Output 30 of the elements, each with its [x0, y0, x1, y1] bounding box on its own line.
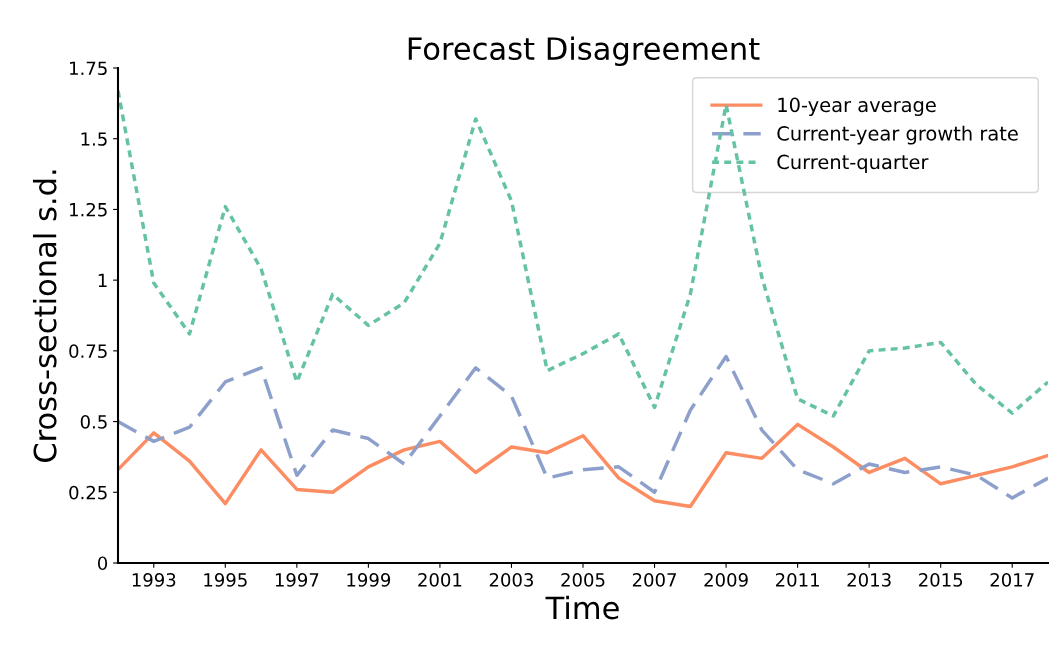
x-tick-label: 2005: [561, 573, 605, 587]
y-tick-label: 0.75: [69, 344, 107, 358]
x-tick-label: 2003: [489, 573, 533, 587]
y-tick-label: 1.75: [70, 61, 107, 76]
x-tick-label: 1997: [275, 573, 319, 587]
x-tick-label: 2017: [990, 573, 1034, 587]
y-axis-title: Cross-sectional s.d.: [32, 170, 57, 463]
chart-title: Forecast Disagreement: [408, 36, 760, 67]
line-series: [118, 88, 1048, 418]
x-tick-label: 2007: [632, 573, 676, 587]
y-tick-label: 0: [97, 556, 108, 571]
y-tick-label: 1.5: [81, 132, 107, 146]
line-series: [118, 354, 1048, 500]
x-tick-label: 2015: [919, 573, 963, 587]
y-tick-label: 1: [98, 273, 107, 287]
x-tick-label: 2001: [418, 573, 462, 587]
y-tick-label: 1.25: [70, 202, 107, 217]
x-tick-label: 2011: [775, 573, 819, 587]
x-tick-label: 1995: [204, 573, 247, 587]
legend-label: Current-quarter: [777, 154, 929, 174]
legend-label: Current-year growth rate: [777, 125, 1018, 145]
x-tick-label: 2009: [704, 573, 748, 587]
x-tick-label: 2013: [847, 573, 891, 587]
line-series: [118, 422, 1048, 509]
x-tick-label: 1993: [132, 573, 176, 587]
legend-label: 10-year average: [778, 97, 936, 116]
y-tick-label: 0.25: [69, 485, 107, 500]
x-axis-title: Time: [545, 595, 619, 620]
y-tick-label: 0.5: [80, 415, 107, 429]
x-tick-label: 1999: [347, 573, 391, 587]
